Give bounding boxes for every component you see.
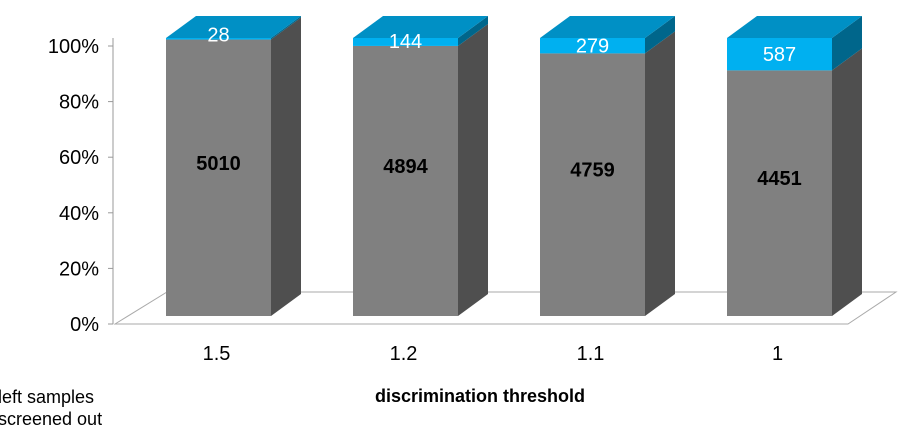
- y-tick-label: 40%: [59, 203, 99, 225]
- bar-screened-out-side: [458, 16, 488, 46]
- data-label-left-samples: 4759: [570, 160, 615, 182]
- bar-screened-out: [727, 38, 832, 71]
- legend-item-screened-out: screened out: [0, 408, 102, 430]
- bar-left-samples: [727, 70, 832, 317]
- x-tick-label: 1: [772, 343, 783, 365]
- bar-top-cap: [166, 16, 301, 38]
- legend-label: screened out: [0, 409, 103, 429]
- bar-screened-out: [353, 38, 458, 46]
- x-axis-title: discrimination threshold: [375, 386, 585, 406]
- bar-screened-out-side: [271, 16, 301, 40]
- y-tick-label: 20%: [59, 258, 99, 280]
- bar-left-samples-side: [458, 23, 488, 316]
- data-label-left-samples: 5010: [196, 153, 241, 175]
- chart-floor-layer: [113, 291, 898, 325]
- bar-screened-out: [540, 38, 645, 54]
- bar-stack-1: 4451 587: [727, 16, 862, 317]
- bar-stack-1.1: 4759 279: [540, 16, 675, 317]
- bar-left-samples-side: [645, 31, 675, 317]
- x-tick-label: 1.2: [390, 343, 418, 365]
- data-label-left-samples: 4451: [757, 168, 802, 190]
- bars-layer: 5010 28 4894 144 4759 279 4451 587: [166, 16, 862, 317]
- y-tick-label: 100%: [48, 36, 99, 58]
- x-axis: 1.5 1.2 1.1 1: [203, 343, 783, 365]
- y-tick-label: 60%: [59, 147, 99, 169]
- y-tick-label: 80%: [59, 92, 99, 114]
- bar-left-samples: [540, 53, 645, 317]
- legend-item-left-samples: left samples: [0, 386, 102, 408]
- bar-screened-out-side: [645, 16, 675, 54]
- bar-left-samples-side: [271, 17, 301, 317]
- y-tick-label: 0%: [70, 314, 99, 336]
- legend-label: left samples: [0, 387, 95, 407]
- data-label-screened-out: 587: [763, 44, 796, 66]
- bar-left-samples: [353, 45, 458, 316]
- bar-screened-out: [166, 38, 271, 40]
- data-label-screened-out: 144: [389, 31, 422, 53]
- legend: left samples screened out: [0, 386, 102, 430]
- data-label-left-samples: 4894: [383, 156, 428, 178]
- bar-top-cap: [353, 16, 488, 38]
- bar-top-cap: [727, 16, 862, 38]
- x-tick-label: 1.5: [203, 343, 231, 365]
- x-tick-label: 1.1: [577, 343, 605, 365]
- bar-screened-out-side: [832, 16, 862, 71]
- bar-top-cap: [540, 16, 675, 38]
- data-label-screened-out: 279: [576, 36, 609, 58]
- bar-stack-1.2: 4894 144: [353, 16, 488, 316]
- bar-left-samples: [166, 39, 271, 317]
- bar-left-samples-side: [832, 48, 862, 317]
- chart-floor: [113, 291, 898, 325]
- y-axis: 0% 20% 40% 60% 80% 100%: [48, 36, 114, 336]
- data-label-screened-out: 28: [207, 25, 229, 47]
- bar-stack-1.5: 5010 28: [166, 16, 301, 317]
